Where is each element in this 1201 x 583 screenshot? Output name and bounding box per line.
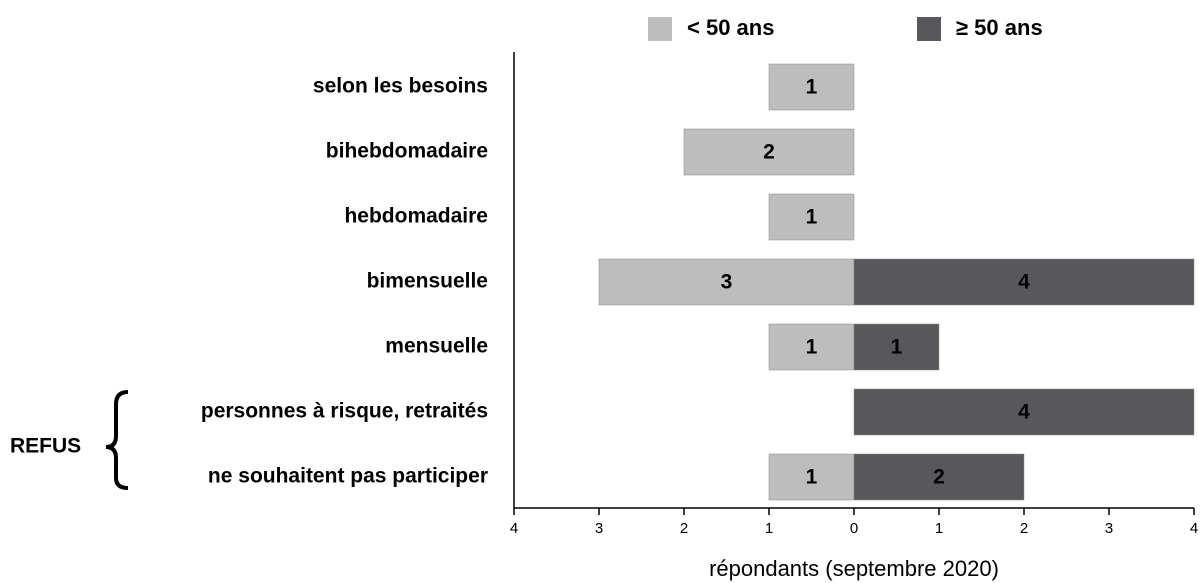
bar <box>853 453 1025 501</box>
category-label: bihebdomadaire <box>326 140 488 163</box>
legend-swatch <box>917 17 941 41</box>
brace <box>105 390 129 490</box>
data-label: 1 <box>806 206 818 229</box>
category-label: mensuelle <box>385 335 488 358</box>
category-label: hebdomadaire <box>344 205 488 228</box>
x-tick-label: 3 <box>1105 520 1113 537</box>
x-tick-label: 1 <box>935 520 943 537</box>
data-label: 2 <box>763 141 775 164</box>
category-label: personnes à risque, retraités <box>201 400 488 423</box>
annotation: REFUS <box>10 435 81 458</box>
bar <box>683 128 855 176</box>
x-axis-label: répondants (septembre 2020) <box>709 556 999 581</box>
x-tick-label: 1 <box>765 520 773 537</box>
data-label: 1 <box>806 466 818 489</box>
data-label: 4 <box>1018 271 1030 294</box>
bar <box>853 388 1195 436</box>
bar <box>598 258 855 306</box>
bar <box>853 323 940 371</box>
x-tick-label: 3 <box>595 520 603 537</box>
legend-label: < 50 ans <box>687 15 774 40</box>
x-tick-label: 2 <box>680 520 688 537</box>
bar <box>853 258 1195 306</box>
category-label: selon les besoins <box>313 75 488 98</box>
data-label: 1 <box>806 336 818 359</box>
bar <box>768 323 855 371</box>
bar <box>768 193 855 241</box>
legend-swatch <box>648 17 672 41</box>
category-label: ne souhaitent pas participer <box>208 465 488 488</box>
x-tick-label: 4 <box>510 520 518 537</box>
data-label: 1 <box>891 336 903 359</box>
x-tick-label: 4 <box>1190 520 1198 537</box>
x-tick-label: 2 <box>1020 520 1028 537</box>
bar <box>768 63 855 111</box>
category-label: bimensuelle <box>367 270 488 293</box>
data-label: 4 <box>1018 401 1030 424</box>
legend-label: ≥ 50 ans <box>956 15 1043 40</box>
x-tick-label: 0 <box>850 520 858 537</box>
data-label: 2 <box>933 466 945 489</box>
data-label: 1 <box>806 76 818 99</box>
bar <box>768 453 855 501</box>
data-label: 3 <box>721 271 733 294</box>
